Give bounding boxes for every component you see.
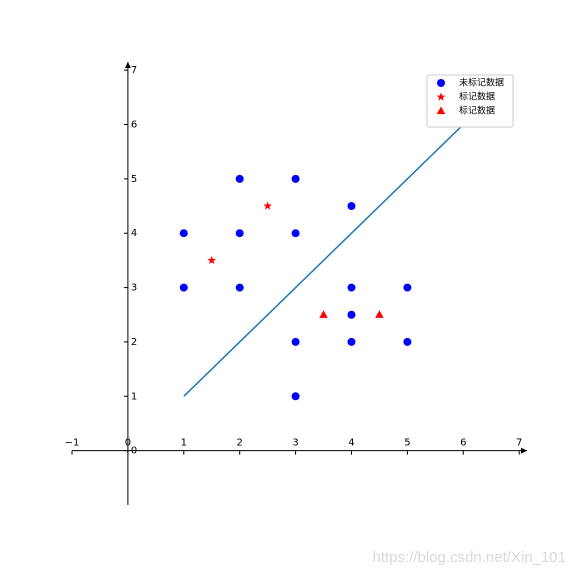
point: [403, 283, 412, 292]
x-tick-label: 6: [460, 438, 466, 449]
x-tick-label: −1: [65, 438, 80, 449]
x-tick-label: 5: [404, 438, 410, 449]
y-tick-label: 0: [131, 446, 137, 457]
y-tick-label: 1: [131, 391, 137, 402]
point: [263, 201, 272, 210]
y-tick-label: 7: [131, 65, 137, 76]
legend-label: 标记数据: [459, 91, 495, 103]
point: [207, 255, 217, 265]
point: [347, 283, 356, 292]
legend-label: 标记数据: [459, 105, 495, 117]
point: [235, 229, 244, 238]
point: [319, 310, 328, 318]
x-tick-label: 4: [348, 438, 354, 449]
legend-label: 未标记数据: [459, 77, 504, 89]
legend-marker: [436, 92, 446, 101]
point: [179, 283, 188, 292]
x-tick-label: 3: [292, 438, 298, 449]
point: [347, 202, 356, 211]
x-tick-label: 1: [181, 438, 187, 449]
x-tick-label: 2: [237, 438, 243, 449]
y-tick-label: 5: [131, 174, 137, 185]
point: [291, 174, 300, 183]
legend-marker: [436, 106, 446, 115]
y-tick-label: 6: [131, 120, 137, 131]
point: [375, 310, 384, 318]
legend-box: [426, 74, 514, 128]
point: [291, 392, 300, 401]
line: [183, 123, 464, 397]
x-axis-arrow: [521, 447, 527, 454]
point: [291, 337, 300, 346]
point: [291, 229, 300, 238]
point: [347, 337, 356, 346]
x-tick-label: 7: [516, 438, 522, 449]
watermark: https://blog.csdn.net/Xin_101: [373, 549, 566, 566]
legend-marker: [437, 79, 445, 87]
point: [235, 283, 244, 292]
point: [235, 174, 244, 183]
y-tick-label: 3: [131, 283, 137, 294]
y-tick-label: 2: [131, 337, 137, 348]
y-axis-arrow: [124, 62, 131, 68]
point: [403, 337, 412, 346]
point: [347, 310, 356, 319]
point: [179, 229, 188, 238]
x-tick-label: 0: [125, 438, 131, 449]
y-tick-label: 4: [131, 228, 137, 239]
